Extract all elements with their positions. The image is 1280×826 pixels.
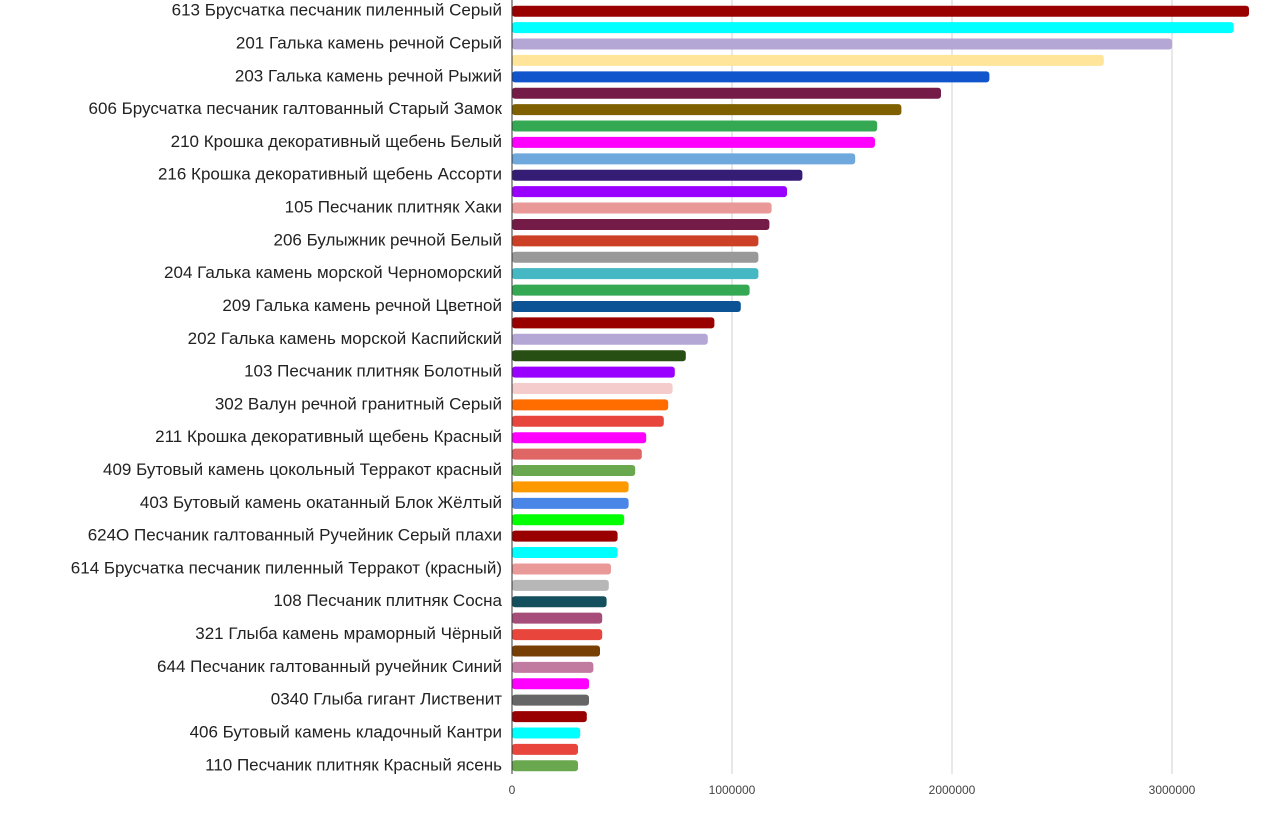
bar [512,383,673,394]
bar [512,202,772,214]
y-tick-label: 206 Булыжник речной Белый [274,230,503,249]
bar [512,415,664,427]
bar [512,300,741,312]
bar [512,218,770,230]
bar [512,514,625,526]
bar [512,694,589,706]
bar [512,153,856,165]
bar [512,366,675,378]
bar [512,743,578,755]
bar [512,612,603,624]
y-tick-label: 203 Галька камень речной Рыжий [235,66,502,85]
y-tick-label: 103 Песчаник плитняк Болотный [244,362,502,381]
y-tick-label: 321 Глыба камень мраморный Чёрный [195,624,502,643]
y-tick-label: 606 Брусчатка песчаник галтованный Стары… [89,99,503,118]
x-tick-label: 0 [509,783,516,797]
bar [512,465,636,477]
bar [512,711,587,723]
y-tick-label: 204 Галька камень морской Черноморский [164,263,502,282]
y-tick-label: 105 Песчаник плитняк Хаки [285,198,502,217]
bar [512,563,611,575]
y-tick-label: 614 Брусчатка песчаник пиленный Терракот… [71,558,502,577]
bar [512,629,603,641]
bar [512,645,600,657]
bar [512,547,618,559]
bar [512,71,990,83]
bar [512,497,629,509]
bar [512,760,578,772]
y-tick-label: 302 Валун речной гранитный Серый [215,394,502,413]
bar [512,235,759,247]
y-tick-label: 406 Бутовый камень кладочный Кантри [190,722,502,741]
y-tick-label: 403 Бутовый камень окатанный Блок Жёлтый [140,493,502,512]
y-tick-label: 644 Песчаник галтованный ручейник Синий [157,657,502,676]
bar [512,399,669,411]
bar [512,579,609,591]
x-tick-label: 1000000 [709,783,756,797]
y-tick-label: 108 Песчаник плитняк Сосна [273,591,502,610]
y-tick-label: 201 Галька камень речной Серый [236,33,502,52]
y-tick-label: 211 Крошка декоративный щебень Красный [155,427,502,446]
x-tick-label: 3000000 [1149,783,1196,797]
bar [512,727,581,739]
y-tick-label: 209 Галька камень речной Цветной [222,296,502,315]
bar [512,530,618,542]
bar [512,104,902,116]
bar [512,54,1104,66]
y-tick-label: 110 Песчаник плитняк Красный ясень [205,755,502,774]
bar [512,186,787,198]
y-tick-label: 409 Бутовый камень цокольный Терракот кр… [103,460,502,479]
y-tick-label: 0340 Глыба гигант Лиственит [271,690,502,709]
bar [512,661,594,673]
y-tick-label: 210 Крошка декоративный щебень Белый [171,132,502,151]
y-tick-label: 202 Галька камень морской Каспийский [188,329,502,348]
y-tick-label: 216 Крошка декоративный щебень Ассорти [158,165,502,184]
bar [512,317,715,329]
bar [512,120,878,132]
y-tick-label: 613 Брусчатка песчаник пиленный Серый [172,1,502,20]
x-tick-label: 2000000 [929,783,976,797]
bar [512,169,803,181]
bar [512,678,589,690]
bar [512,333,708,345]
bar [512,251,759,263]
bar [512,136,875,148]
bar [512,38,1172,50]
bar [512,22,1234,34]
bar [512,432,647,444]
bar [512,87,941,99]
bar [512,268,759,280]
bar [512,596,607,608]
bar [512,284,750,296]
bar [512,481,629,493]
bar [512,350,686,362]
y-tick-label: 624О Песчаник галтованный Ручейник Серый… [88,526,502,545]
bar [512,5,1249,17]
bar [512,448,642,460]
